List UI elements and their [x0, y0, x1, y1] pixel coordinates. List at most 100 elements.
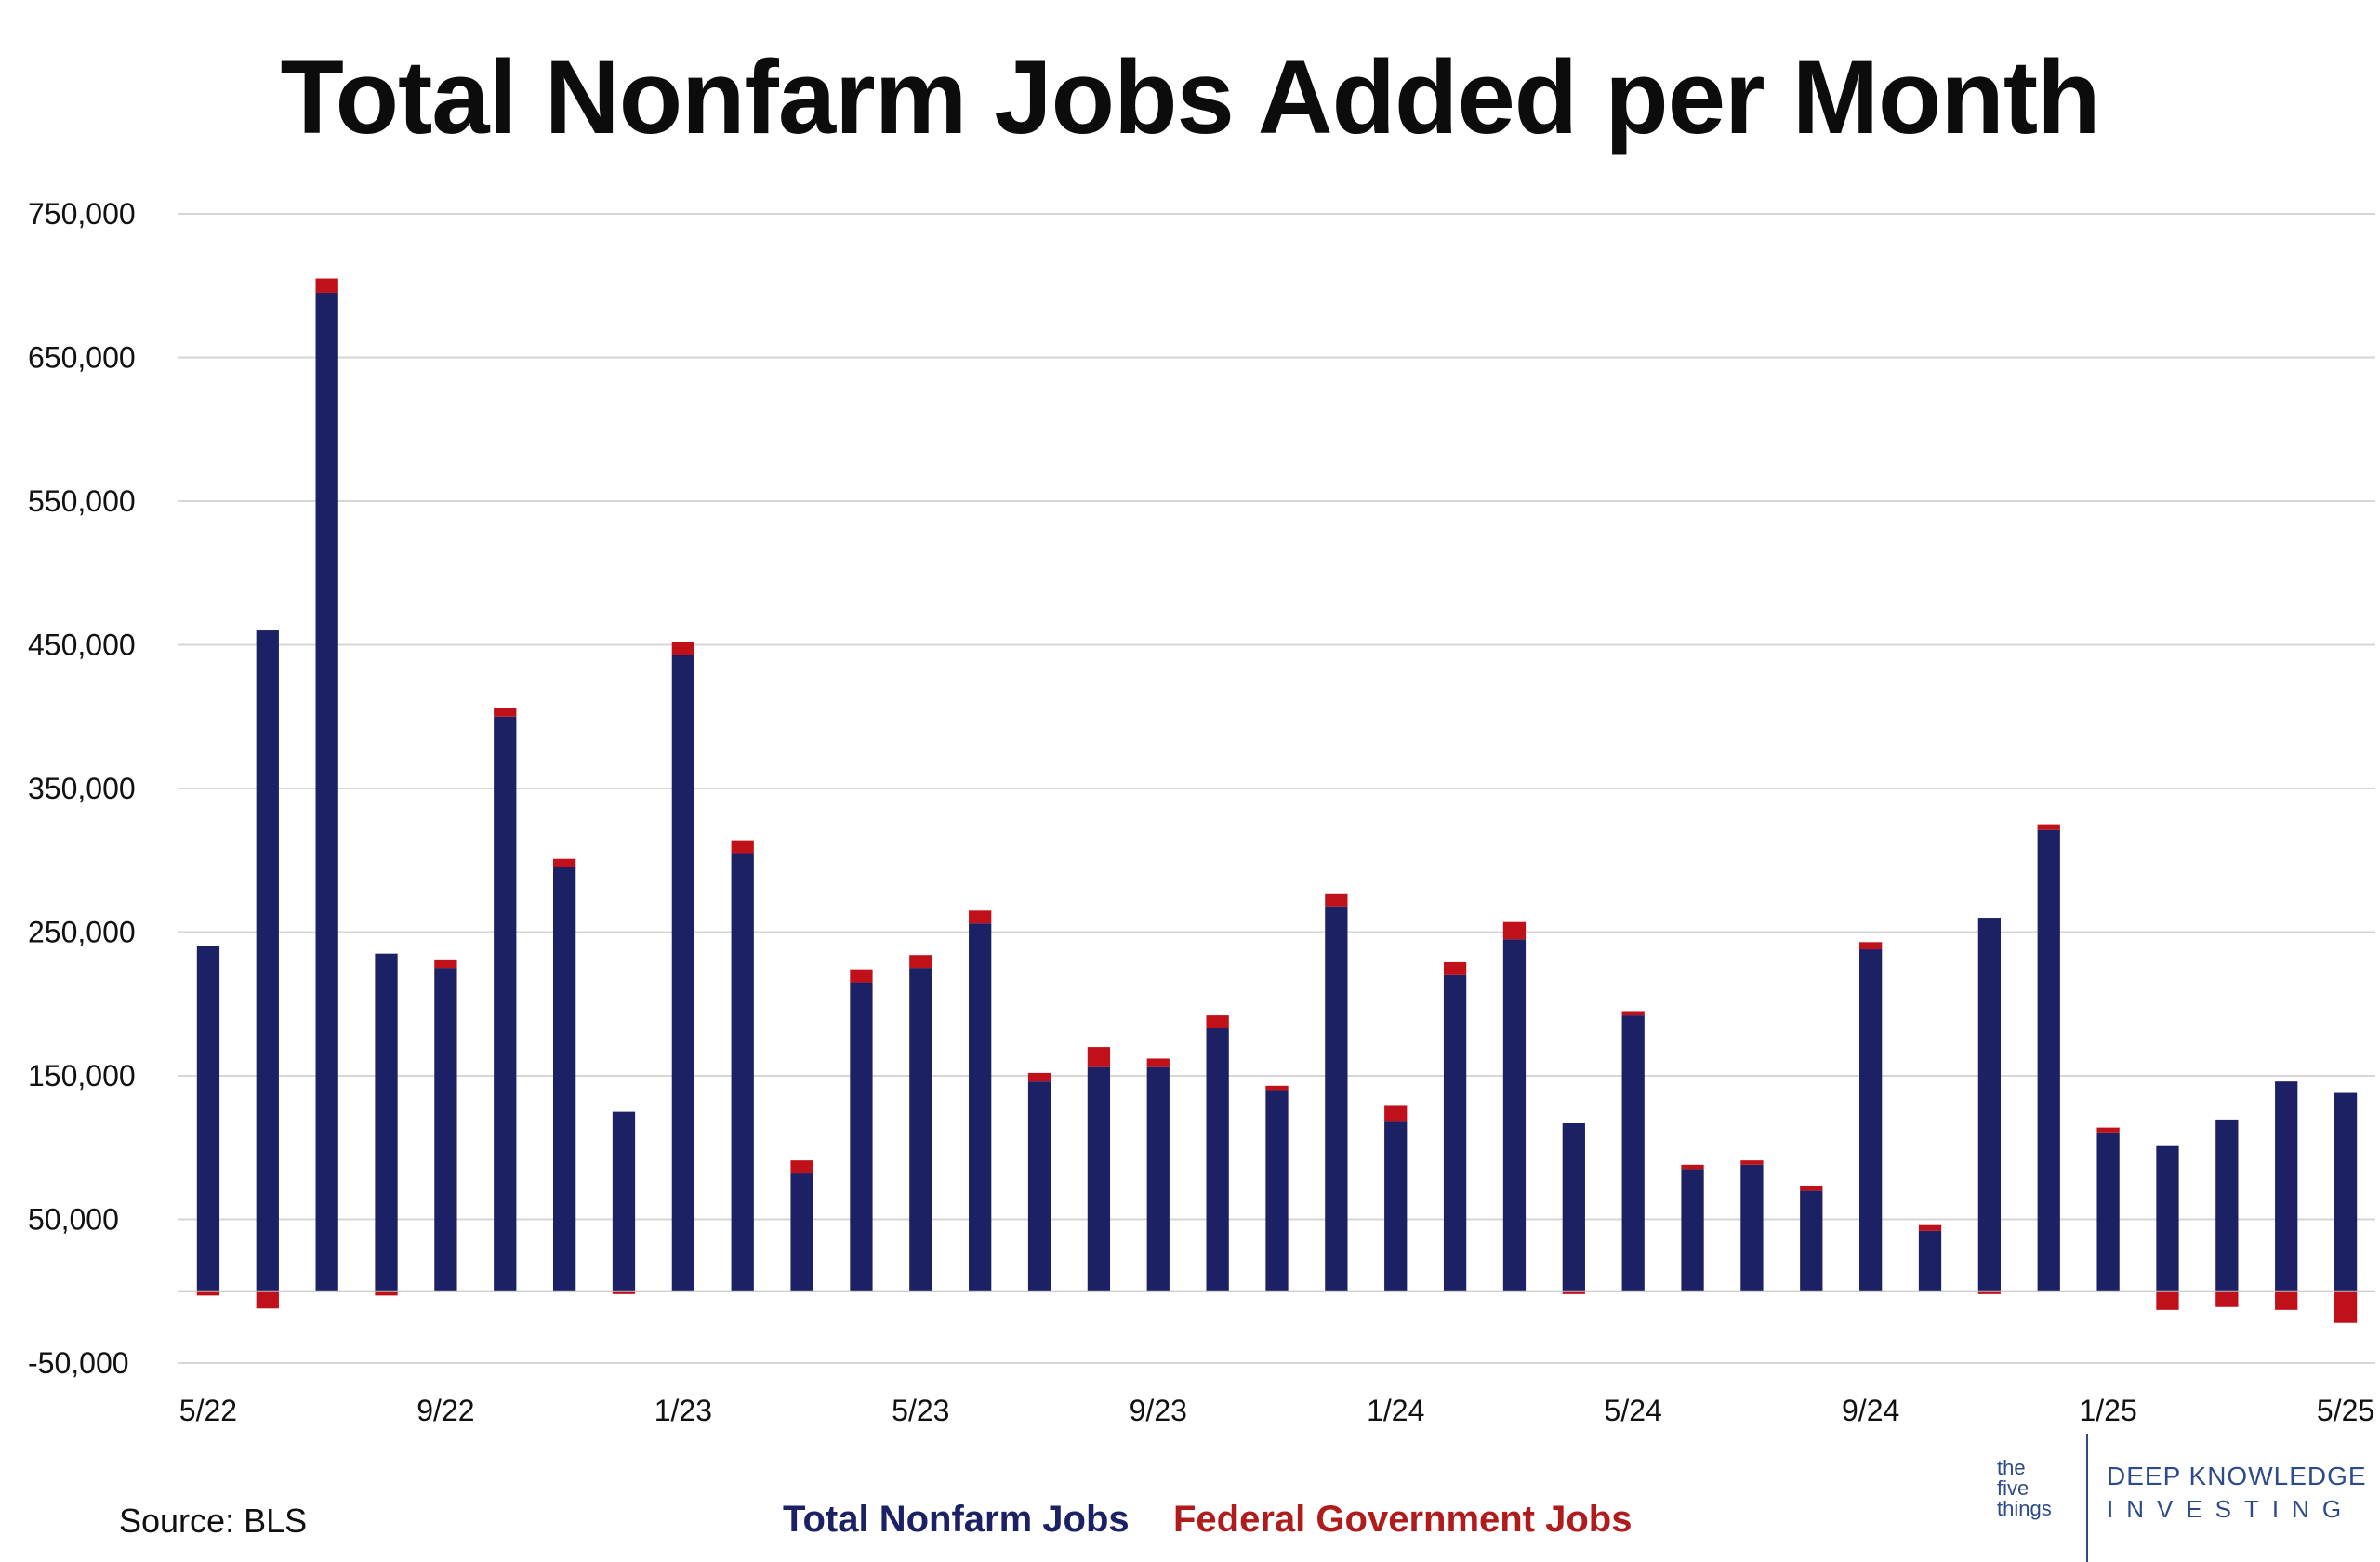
deep-knowledge-investing-logo: DEEP KNOWLEDGE INVESTING — [2107, 1462, 2367, 1524]
legend-total-nonfarm: Total Nonfarm Jobs — [783, 1499, 1130, 1540]
bar-total-nonfarm — [671, 655, 694, 1291]
bar-federal-government — [1859, 942, 1883, 950]
bar-federal-government — [1681, 1164, 1704, 1170]
y-tick-label: 750,000 — [28, 197, 136, 231]
bar-total-nonfarm — [2037, 829, 2060, 1291]
x-tick-label: 5/22 — [179, 1394, 237, 1427]
bar-total-nonfarm — [850, 982, 873, 1291]
bar-total-nonfarm — [1562, 1122, 1585, 1291]
legend-federal-government: Federal Government Jobs — [1173, 1499, 1633, 1540]
bar-federal-government — [2275, 1291, 2298, 1310]
y-tick-label: 250,000 — [28, 916, 136, 949]
y-axis-tick-labels: -50,000 50,000 150,000 250,000 350,000 450,00… — [28, 197, 136, 1380]
bar-total-nonfarm — [1087, 1066, 1111, 1291]
bar-total-nonfarm — [1027, 1081, 1051, 1291]
bar-total-nonfarm — [1325, 906, 1348, 1291]
bar-total-nonfarm — [1206, 1028, 1229, 1291]
logo-word-the: the — [1997, 1456, 2026, 1479]
x-tick-label: 9/23 — [1130, 1394, 1187, 1427]
bar-total-nonfarm — [315, 292, 338, 1291]
bar-federal-government — [1918, 1224, 1942, 1231]
y-tick-label: -50,000 — [28, 1346, 129, 1380]
logo-word-things: things — [1997, 1497, 2052, 1520]
bar-total-nonfarm — [1384, 1121, 1408, 1291]
logo-line-1: DEEP KNOWLEDGE — [2107, 1462, 2367, 1490]
bar-federal-government — [1740, 1160, 1764, 1165]
logo-line-2: INVESTING — [2107, 1495, 2355, 1523]
bar-federal-government — [790, 1160, 813, 1174]
bar-federal-government — [2334, 1291, 2358, 1323]
bar-federal-government — [671, 642, 694, 655]
x-tick-label: 1/25 — [2079, 1394, 2136, 1427]
bar-federal-government — [1443, 961, 1467, 975]
bar-total-nonfarm — [1918, 1230, 1942, 1291]
bar-federal-government — [850, 969, 873, 983]
bar-federal-government — [612, 1291, 636, 1294]
bar-total-nonfarm — [1859, 949, 1883, 1291]
bar-total-nonfarm — [434, 968, 457, 1291]
bar-total-nonfarm — [1977, 918, 2002, 1291]
bar-total-nonfarm — [2334, 1092, 2358, 1291]
y-tick-label: 550,000 — [28, 484, 136, 518]
bar-federal-government — [731, 840, 754, 854]
bar-federal-government — [2096, 1127, 2120, 1133]
bar-federal-government — [494, 708, 517, 717]
bar-federal-government — [375, 1291, 398, 1296]
bar-federal-government — [2037, 824, 2060, 830]
x-tick-label: 9/24 — [1842, 1394, 1899, 1427]
x-tick-label: 9/22 — [416, 1394, 474, 1427]
x-tick-label: 5/25 — [2317, 1394, 2374, 1427]
bar-federal-government — [196, 1291, 220, 1296]
bar-total-nonfarm — [1146, 1066, 1170, 1291]
bar-total-nonfarm — [2096, 1132, 2120, 1291]
bar-federal-government — [909, 955, 932, 969]
bar-federal-government — [1027, 1072, 1051, 1082]
y-tick-label: 450,000 — [28, 629, 136, 662]
bar-federal-government — [1206, 1015, 1229, 1029]
y-tick-label: 50,000 — [28, 1203, 119, 1237]
bar-total-nonfarm — [1621, 1015, 1645, 1291]
bar-federal-government — [2156, 1291, 2179, 1310]
bars — [196, 278, 2358, 1323]
bar-total-nonfarm — [494, 716, 517, 1291]
bar-total-nonfarm — [790, 1173, 813, 1291]
y-tick-label: 650,000 — [28, 341, 136, 375]
bar-federal-government — [1977, 1291, 2002, 1294]
five-things-logo: the five things — [1997, 1458, 2071, 1519]
bar-federal-government — [1621, 1011, 1645, 1016]
bar-total-nonfarm — [2156, 1145, 2179, 1291]
bar-total-nonfarm — [552, 867, 576, 1291]
bar-total-nonfarm — [909, 968, 932, 1291]
bar-total-nonfarm — [612, 1111, 636, 1291]
x-tick-label: 1/23 — [654, 1394, 712, 1427]
bar-total-nonfarm — [2275, 1081, 2298, 1291]
bar-federal-government — [552, 858, 576, 867]
bar-total-nonfarm — [1502, 939, 1527, 1291]
y-tick-label: 150,000 — [28, 1059, 136, 1092]
y-tick-label: 350,000 — [28, 772, 136, 805]
bar-total-nonfarm — [1740, 1164, 1764, 1291]
bar-total-nonfarm — [196, 946, 220, 1291]
bar-total-nonfarm — [1443, 974, 1467, 1291]
x-tick-label: 5/24 — [1605, 1394, 1662, 1427]
logo-word-five: five — [1997, 1476, 2030, 1500]
bar-total-nonfarm — [256, 630, 279, 1291]
bar-total-nonfarm — [969, 923, 992, 1291]
bar-total-nonfarm — [1681, 1169, 1704, 1291]
x-axis-tick-labels: 5/22 9/22 1/23 5/23 9/23 1/24 5/24 9/24 1/25 5/25 — [179, 1394, 2374, 1427]
bar-federal-government — [315, 278, 338, 293]
bar-federal-government — [434, 959, 457, 969]
bar-federal-government — [1384, 1105, 1408, 1122]
bar-federal-government — [1087, 1047, 1111, 1067]
bar-federal-government — [1265, 1085, 1289, 1091]
bar-total-nonfarm — [2215, 1119, 2239, 1291]
bar-federal-government — [1325, 893, 1348, 907]
bar-total-nonfarm — [1265, 1090, 1289, 1291]
bar-federal-government — [256, 1291, 279, 1309]
bar-federal-government — [1146, 1058, 1170, 1067]
chart-title: Total Nonfarm Jobs Added per Month — [280, 39, 2100, 155]
bar-total-nonfarm — [375, 953, 398, 1291]
bar-federal-government — [1562, 1291, 1585, 1294]
x-tick-label: 1/24 — [1367, 1394, 1424, 1427]
